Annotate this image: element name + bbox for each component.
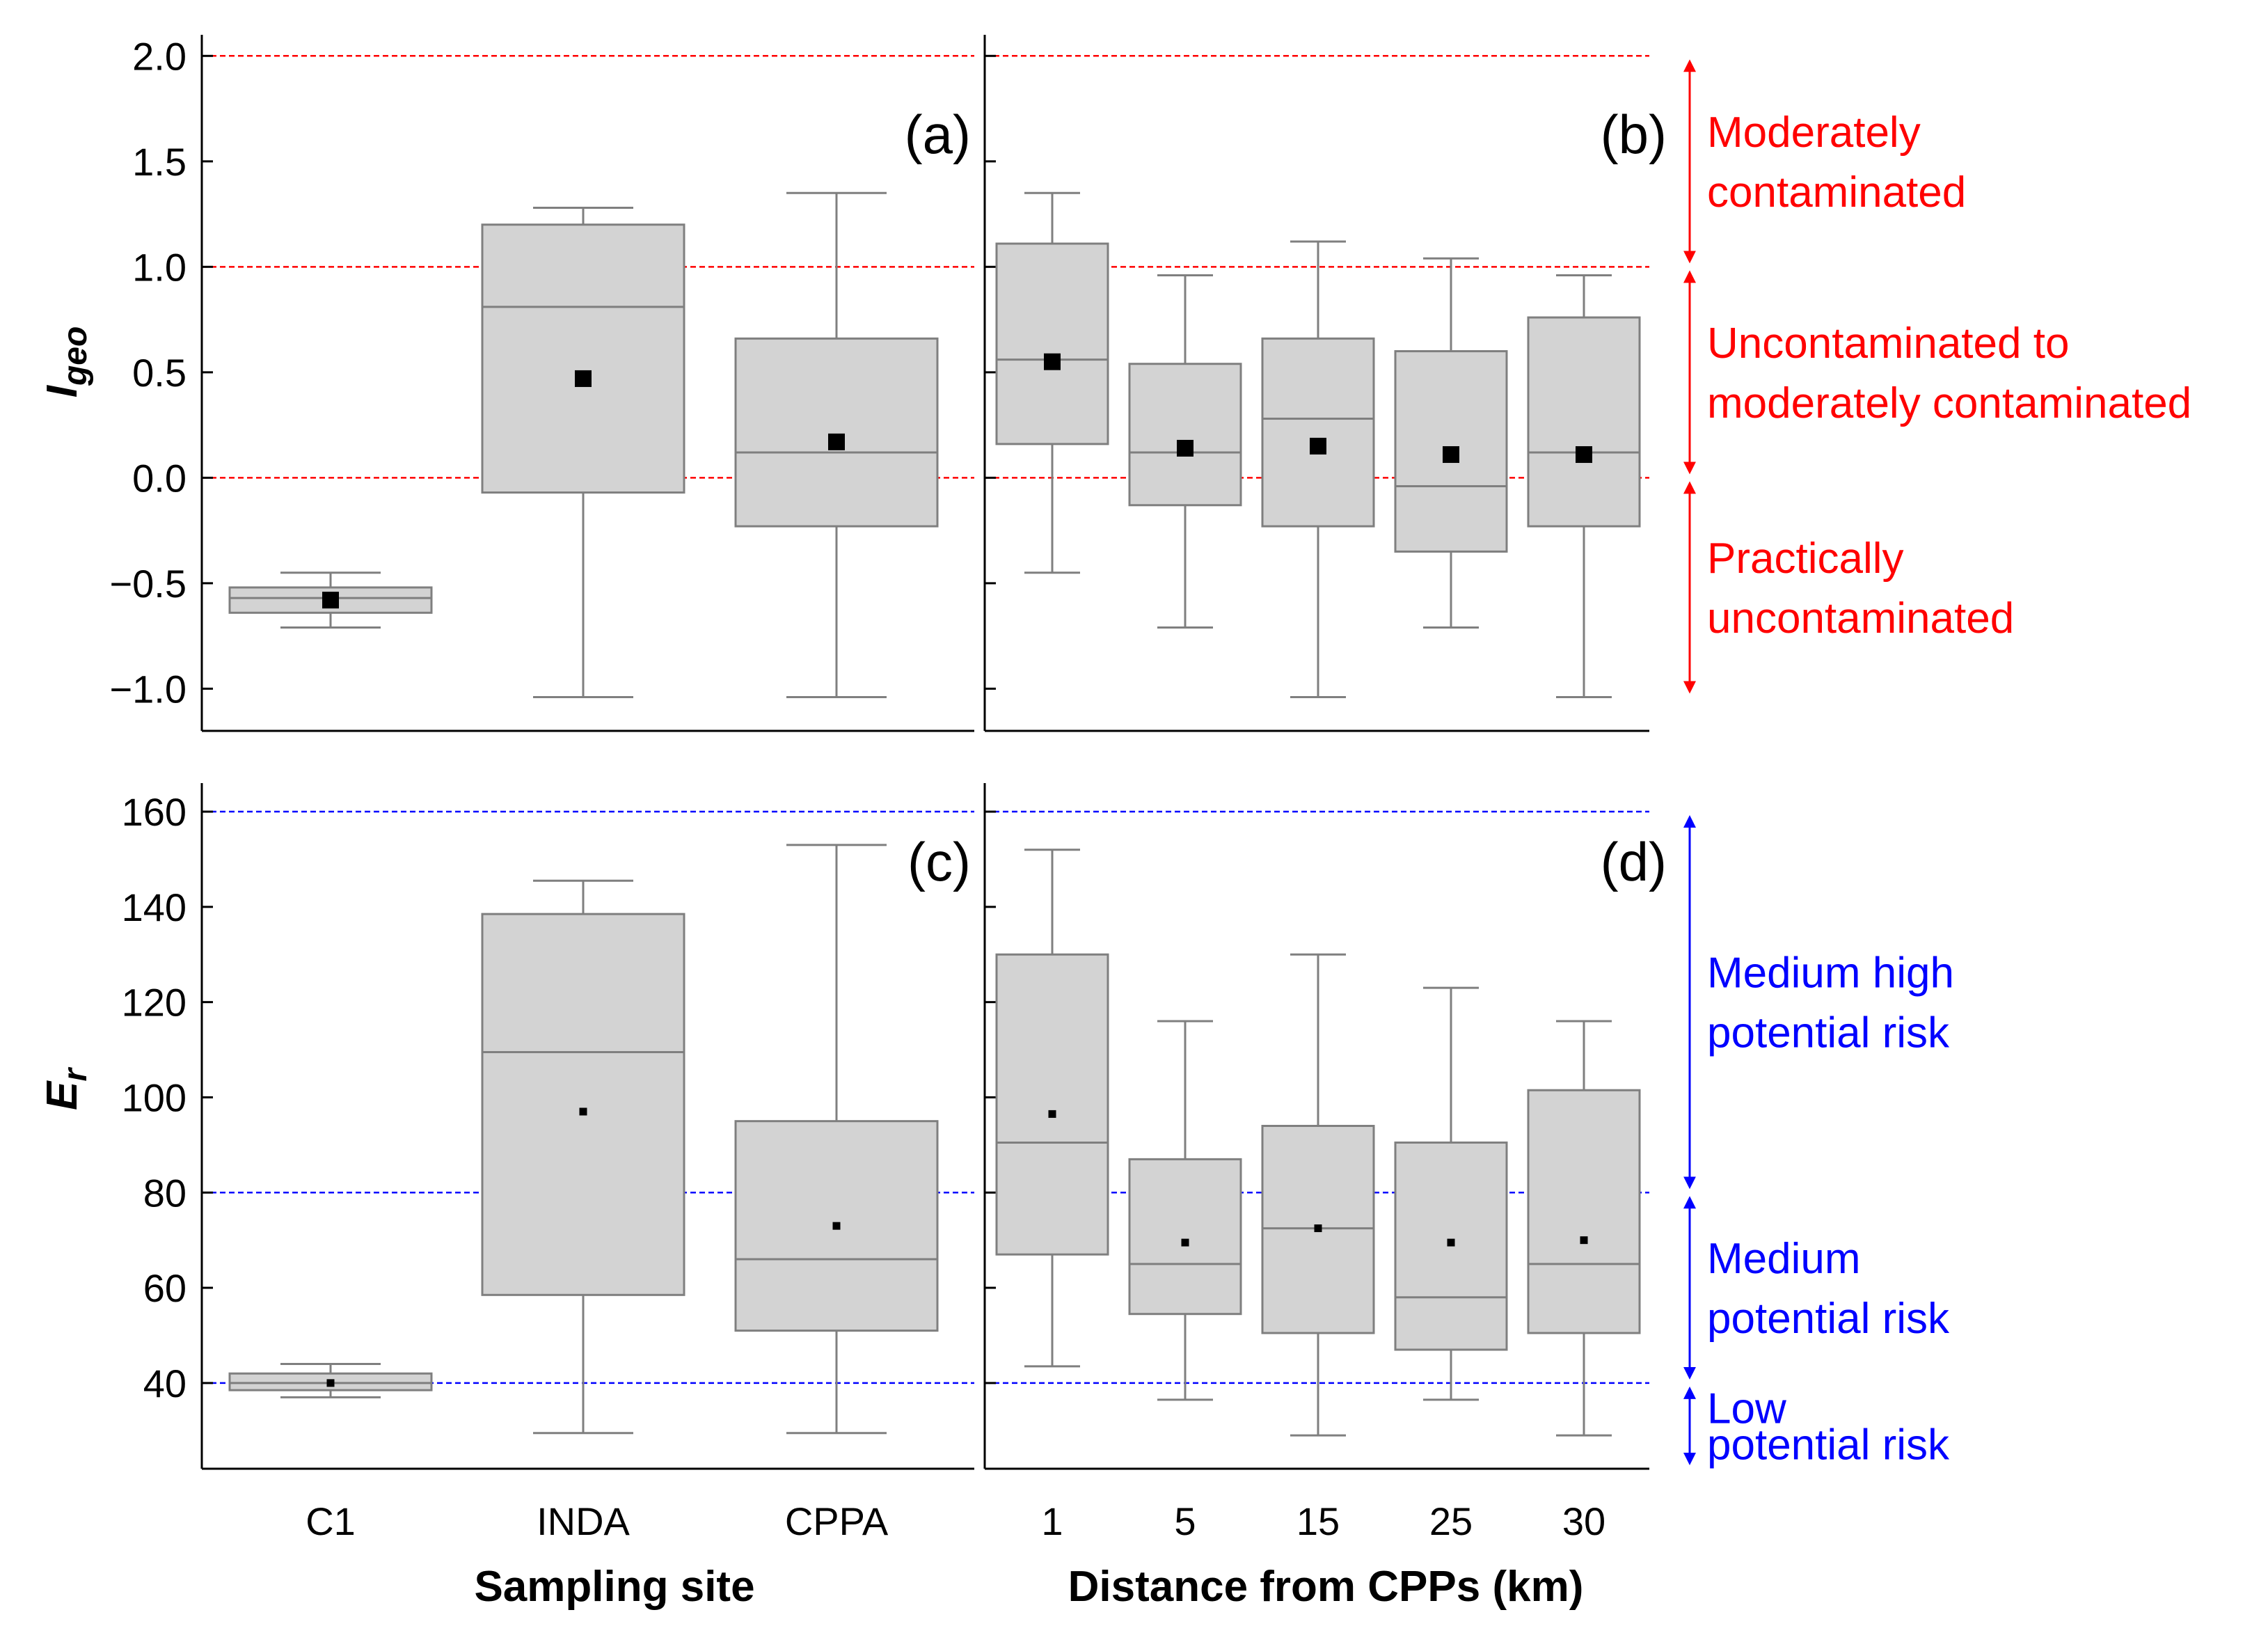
mean-marker [579, 1107, 587, 1116]
mean-marker [1310, 437, 1326, 455]
x-tick-label-d-2: 15 [1296, 1499, 1340, 1543]
box-a-INDA [481, 206, 685, 699]
box-d-15 [1261, 953, 1375, 1437]
box-d-5 [1128, 1020, 1242, 1401]
mean-marker [1447, 1238, 1455, 1247]
zone-label-b-0-0: Moderately [1707, 109, 1921, 157]
y-tick-label-c-5: 140 [122, 885, 187, 929]
panel-a-igeo-sampling-site: −1.0 −0.5 0.0 0.5 1.0 1.5 2.0 [109, 34, 974, 732]
y-tick-label-c-1: 60 [143, 1266, 187, 1310]
y-tick-label-c-0: 40 [143, 1362, 187, 1405]
mean-marker [326, 1379, 335, 1387]
zone-label-b-2-1: uncontaminated [1707, 594, 2014, 642]
mean-marker [1314, 1224, 1322, 1233]
box-a-CPPA [734, 191, 939, 699]
y-tick-label-a-5: 1.5 [132, 140, 187, 184]
box-d-30 [1527, 1020, 1641, 1437]
y-tick-label-a-0: −1.0 [109, 667, 187, 711]
box-d-1 [995, 849, 1109, 1368]
box-b-25 [1394, 257, 1508, 629]
y-tick-label-c-4: 120 [122, 981, 187, 1025]
box-iqr [1261, 337, 1375, 528]
mean-marker [322, 592, 339, 609]
box-a-C1 [228, 571, 433, 629]
mean-marker [1048, 1110, 1056, 1118]
box-iqr [995, 242, 1109, 445]
zone-label-d-1-1: potential risk [1707, 1295, 1950, 1343]
y-axis-title-er-sub: r [57, 1067, 94, 1082]
box-iqr [481, 913, 685, 1296]
box-iqr [481, 223, 685, 494]
y-axis-title-igeo-main: I [38, 384, 86, 397]
x-tick-label-d-3: 25 [1429, 1499, 1473, 1543]
y-tick-label-c-2: 80 [143, 1171, 187, 1215]
x-tick-label-c-2: CPPA [785, 1499, 889, 1543]
y-tick-label-a-6: 2.0 [132, 34, 187, 78]
box-iqr [1527, 1089, 1641, 1334]
x-tick-label-d-0: 1 [1041, 1499, 1063, 1543]
mean-marker [828, 433, 845, 450]
box-b-15 [1261, 240, 1375, 699]
mean-marker [832, 1222, 841, 1230]
x-tick-label-d-1: 5 [1174, 1499, 1196, 1543]
mean-marker [1177, 439, 1194, 457]
panel-b-igeo-distance [983, 35, 1649, 732]
box-b-5 [1128, 274, 1242, 629]
y-tick-label-c-6: 160 [122, 790, 187, 834]
panel-d-er-distance: 1 5 15 25 30 [983, 783, 1649, 1543]
mean-marker [575, 370, 592, 387]
panel-label-d: (d) [1601, 831, 1667, 892]
mean-marker [1443, 446, 1459, 464]
panel-label-a: (a) [905, 104, 971, 165]
zone-label-b-1-1: moderately contaminated [1707, 379, 2191, 427]
x-tick-label-c-0: C1 [306, 1499, 356, 1543]
x-axis-title-sampling-site: Sampling site [474, 1563, 754, 1611]
zone-label-b-0-1: contaminated [1707, 168, 1966, 216]
igeo-zone-annotations: Moderately contaminated Uncontaminated to m… [1683, 59, 2191, 694]
zone-label-d-0-1: potential risk [1707, 1009, 1950, 1057]
y-tick-label-a-3: 0.5 [132, 351, 187, 395]
zone-label-b-2-0: Practically [1707, 535, 1904, 583]
panel-label-b: (b) [1601, 104, 1667, 165]
mean-marker [1044, 353, 1061, 370]
y-tick-label-a-2: 0.0 [132, 456, 187, 500]
y-tick-label-c-3: 100 [122, 1075, 187, 1119]
box-iqr [1527, 316, 1641, 528]
y-tick-label-a-4: 1.0 [132, 245, 187, 289]
zone-label-d-1-0: Medium [1707, 1235, 1861, 1283]
mean-marker [1576, 446, 1592, 464]
y-tick-label-a-1: −0.5 [109, 562, 187, 606]
zone-label-d-2-1: potential risk [1707, 1421, 1950, 1469]
box-c-CPPA [734, 844, 939, 1435]
zone-label-d-0-0: Medium high [1707, 949, 1954, 997]
box-iqr [734, 337, 939, 528]
mean-marker [1181, 1238, 1189, 1247]
box-d-25 [1394, 986, 1508, 1401]
er-zone-annotations: Medium high potential risk Medium potential… [1683, 815, 1954, 1469]
x-axis-title-distance: Distance from CPPs (km) [1068, 1563, 1584, 1611]
y-axis-title-igeo-sub: geo [57, 326, 94, 386]
zone-label-d-2-0: Low [1707, 1384, 1786, 1433]
panel-c-er-sampling-site: 40 60 80 100 120 140 160 C1 INDA CPPA [122, 783, 974, 1543]
box-c-INDA [481, 879, 685, 1435]
box-c-C1 [228, 1363, 433, 1398]
y-axis-title-igeo: Igeo [38, 326, 94, 398]
panel-label-c: (c) [907, 831, 971, 892]
box-iqr [1128, 363, 1242, 507]
y-axis-title-er-main: E [38, 1080, 86, 1110]
box-b-1 [995, 191, 1109, 574]
x-tick-label-c-1: INDA [537, 1499, 630, 1543]
y-axis-title-er: Er [38, 1067, 94, 1110]
box-iqr [995, 953, 1109, 1256]
zone-label-b-1-0: Uncontaminated to [1707, 320, 2069, 368]
mean-marker [1580, 1236, 1588, 1245]
box-b-30 [1527, 274, 1641, 699]
x-tick-label-d-4: 30 [1562, 1499, 1605, 1543]
box-iqr [1128, 1158, 1242, 1316]
